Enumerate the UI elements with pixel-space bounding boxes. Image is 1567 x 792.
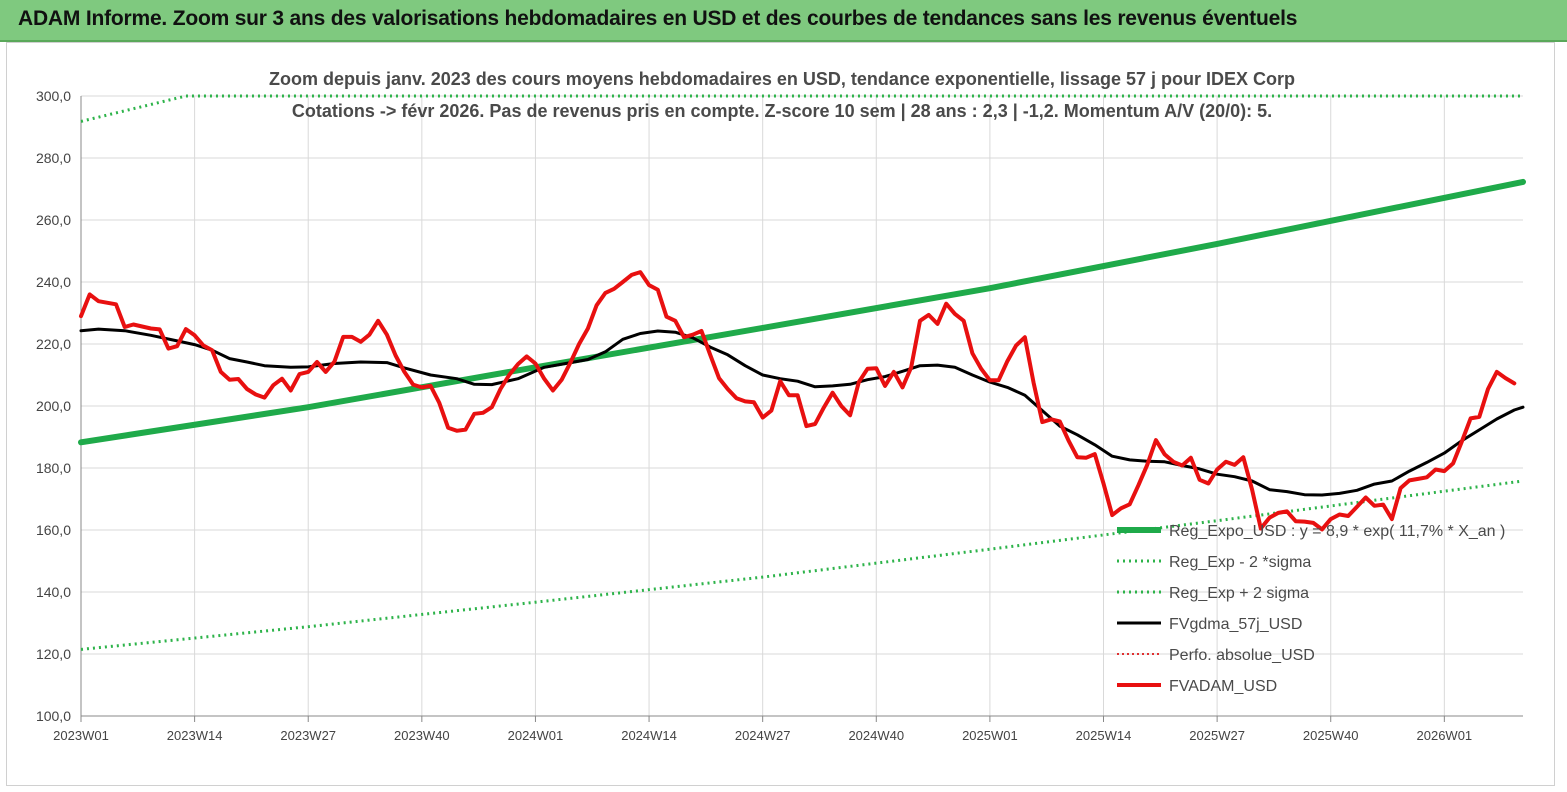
legend-label-upper: Reg_Exp + 2 sigma (1169, 585, 1309, 602)
chart-title-line2: Cotations -> févr 2026. Pas de revenus p… (292, 101, 1272, 121)
series-line-lower (80, 479, 1524, 651)
y-tick-label: 100,0 (36, 708, 71, 724)
y-tick-label: 260,0 (36, 212, 71, 228)
x-tick-label: 2023W14 (167, 728, 223, 743)
x-tick-label: 2024W27 (735, 728, 791, 743)
y-tick-label: 220,0 (36, 336, 71, 352)
x-tick-label: 2026W01 (1417, 728, 1473, 743)
series-layer (78, 94, 1526, 651)
x-tick-label: 2023W27 (280, 728, 336, 743)
y-tick-label: 120,0 (36, 646, 71, 662)
x-tick-label: 2025W27 (1189, 728, 1245, 743)
series-line-price (79, 270, 1517, 532)
legend: Reg_Expo_USD : y = 8,9 * exp( 11,7% * X_… (1117, 523, 1505, 695)
x-tick-label: 2024W14 (621, 728, 677, 743)
header-banner: ADAM Informe. Zoom sur 3 ans des valoris… (0, 0, 1567, 42)
x-tick-label: 2024W40 (848, 728, 904, 743)
report-title: ADAM Informe. Zoom sur 3 ans des valoris… (18, 7, 1298, 30)
y-tick-label: 180,0 (36, 460, 71, 476)
x-tick-label: 2025W01 (962, 728, 1018, 743)
legend-label-lower: Reg_Exp - 2 *sigma (1169, 554, 1311, 571)
x-axis: 2023W01 2023W14 2023W27 2023W40 2024W01 2024W… (53, 715, 1523, 743)
legend-label-smooth: FVgdma_57j_USD (1169, 616, 1302, 633)
chart: 100,0 120,0 140,0 160,0 180,0 200,0 220,0 240,0… (36, 69, 1526, 743)
y-tick-label: 240,0 (36, 274, 71, 290)
legend-label-reg: Reg_Expo_USD : y = 8,9 * exp( 11,7% * X_… (1169, 523, 1505, 540)
x-tick-label: 2023W01 (53, 728, 109, 743)
x-tick-label: 2025W14 (1076, 728, 1132, 743)
x-tick-label: 2023W40 (394, 728, 450, 743)
legend-label-perfo: Perfo. absolue_USD (1169, 647, 1315, 664)
y-axis: 100,0 120,0 140,0 160,0 180,0 200,0 220,0 240,0… (36, 88, 82, 724)
y-tick-label: 140,0 (36, 584, 71, 600)
y-tick-label: 300,0 (36, 88, 71, 104)
chart-title-line1: Zoom depuis janv. 2023 des cours moyens … (269, 69, 1295, 89)
y-tick-label: 200,0 (36, 398, 71, 414)
chart-frame: 100,0 120,0 140,0 160,0 180,0 200,0 220,0 240,0… (6, 42, 1555, 786)
y-tick-label: 280,0 (36, 150, 71, 166)
legend-label-price: FVADAM_USD (1169, 678, 1277, 695)
series-line-reg (78, 178, 1526, 446)
y-tick-label: 160,0 (36, 522, 71, 538)
x-tick-label: 2025W40 (1303, 728, 1359, 743)
x-tick-label: 2024W01 (508, 728, 564, 743)
